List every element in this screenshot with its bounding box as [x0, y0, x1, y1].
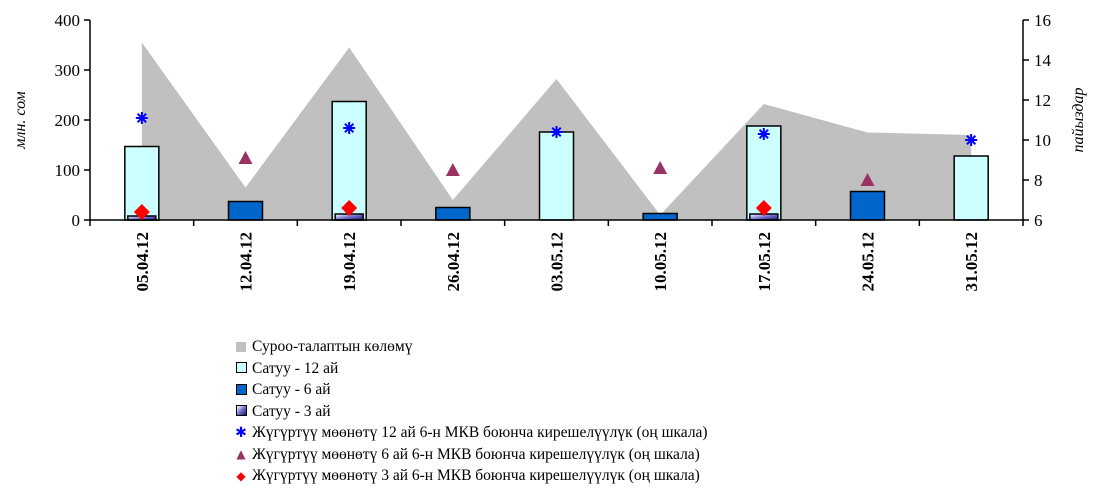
star-marker-icon: ✱ [235, 424, 247, 441]
legend-swatch-bar-6 [234, 380, 248, 402]
combo-chart: 0 100 200 300 400 6 8 10 12 14 16 05.04.12 12.04.12 1… [12, 11, 1087, 292]
y-tick-label-right: 16 [1034, 11, 1051, 30]
legend-item-demand: Суроо-талаптын көлөмү [234, 336, 708, 358]
y-axis-title-right: пайыздар [1070, 88, 1087, 153]
legend-item-sales-12: Сатуу - 12 ай [234, 358, 708, 380]
marker-yield-12 [135, 112, 148, 124]
y-tick-label-right: 12 [1034, 91, 1051, 110]
diamond-marker-icon: ◆ [236, 468, 246, 483]
marker-stroke [551, 127, 562, 137]
triangle-marker-icon: ▲ [236, 447, 246, 462]
y-tick-label-right: 14 [1034, 51, 1052, 70]
marker-stroke [136, 113, 147, 123]
y-tick-label-left: 100 [55, 161, 81, 180]
legend-swatch-bar-3 [234, 401, 248, 423]
x-category-label: 12.04.12 [237, 232, 256, 292]
marker-yield-6 [238, 151, 253, 164]
marker-yield-6 [445, 163, 460, 176]
marker-yield-12 [343, 122, 356, 134]
marker-stroke [344, 123, 355, 133]
legend-item-sales-3: Сатуу - 3 ай [234, 401, 708, 423]
x-category-label: 24.05.12 [859, 232, 878, 292]
marker-yield-6 [653, 161, 668, 174]
marker-yield-3 [133, 204, 150, 220]
bar-sales-6 [435, 206, 471, 221]
legend-label-yield-12: Жүгүртүү мөөнөтү 12 ай 6-н МКВ боюнча ки… [252, 424, 708, 441]
x-category-label: 17.05.12 [755, 232, 774, 292]
legend-item-yield-12: ✱ Жүгүртүү мөөнөтү 12 ай 6-н МКВ боюнча к… [234, 422, 708, 444]
x-category-label: 26.04.12 [444, 232, 463, 292]
x-category-label: 31.05.12 [962, 232, 981, 292]
legend-label-sales-3: Сатуу - 3 ай [252, 402, 331, 420]
y-axis-title-left: млн. сом [12, 91, 29, 149]
x-category-label: 10.05.12 [651, 232, 670, 292]
legend-swatch-bar-12 [234, 358, 248, 380]
y-tick-label-left: 300 [55, 61, 81, 80]
legend-swatch-area [234, 337, 248, 359]
x-category-label: 05.04.12 [133, 232, 152, 292]
marker-stroke [966, 135, 977, 145]
legend-item-sales-6: Сатуу - 6 ай [234, 379, 708, 401]
x-category-label: 03.05.12 [548, 232, 567, 292]
marker-stroke [758, 129, 769, 139]
marker-yield-12 [965, 134, 978, 146]
y-tick-label-left: 400 [55, 11, 81, 30]
y-tick-label-right: 10 [1034, 131, 1051, 150]
legend: Суроо-талаптын көлөмү Сатуу - 12 ай Сату… [234, 336, 708, 487]
legend-item-yield-6: ▲ Жүгүртүү мөөнөтү 6 ай 6-н МКВ боюнча ки… [234, 444, 708, 466]
bar-sales-6 [227, 200, 264, 221]
bar-sales-6 [849, 190, 886, 221]
legend-label-yield-6: Жүгүртүү мөөнөтү 6 ай 6-н МКВ боюнча кир… [252, 445, 700, 463]
marker-yield-3 [755, 200, 772, 216]
marker-yield-3 [341, 200, 358, 216]
marker-yield-12 [550, 126, 563, 138]
legend-label-sales-6: Сатуу - 6 ай [252, 381, 331, 398]
y-tick-label-left: 200 [55, 111, 81, 130]
marker-yield-6 [860, 173, 875, 186]
bar-sales-12 [953, 155, 989, 221]
legend-item-yield-3: ◆ Жүгүртүү мөөнөтү 3 ай 6-н МКВ боюнча ки… [234, 465, 708, 487]
y-tick-label-left: 0 [72, 211, 81, 230]
x-category-label: 19.04.12 [340, 232, 359, 292]
bar-sales-12 [538, 131, 575, 221]
bar-sales-6 [642, 212, 678, 221]
legend-label-demand: Суроо-талаптын көлөмү [252, 338, 413, 355]
legend-label-sales-12: Сатуу - 12 ай [252, 359, 339, 377]
y-tick-label-right: 6 [1034, 211, 1043, 230]
legend-label-yield-3: Жүгүртүү мөөнөтү 3 ай 6-н МКВ боюнча кир… [252, 467, 700, 484]
marker-yield-12 [757, 128, 770, 140]
y-tick-label-right: 8 [1034, 171, 1043, 190]
